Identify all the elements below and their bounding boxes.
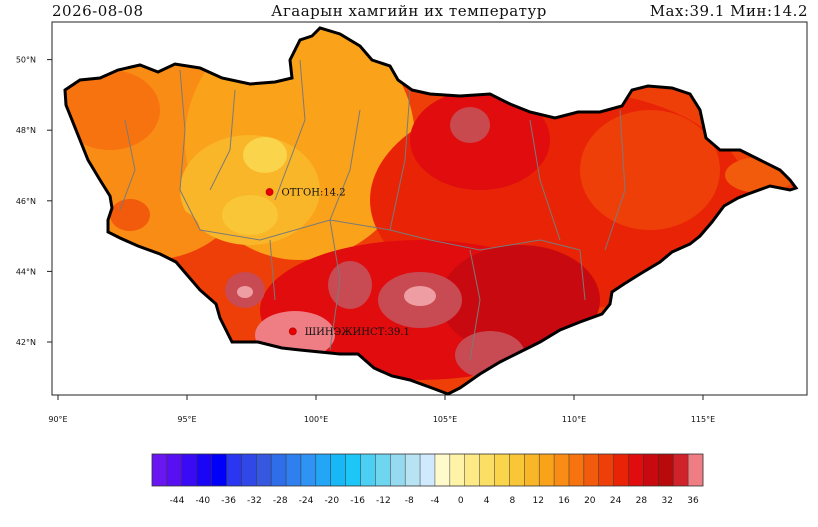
colorbar-swatch (211, 454, 227, 486)
colorbar-label: 36 (687, 496, 699, 506)
colorbar-swatch (196, 454, 212, 486)
colorbar-swatch (345, 454, 361, 486)
colorbar-label: 4 (484, 496, 490, 506)
lon-tick-label: 105°E (433, 415, 457, 424)
colorbar-swatch (598, 454, 614, 486)
colorbar: -44 -40 -36 -32 -28 -24 -20 -16 -12 -8 -4 0 4 8 12 16 20… (151, 453, 704, 506)
map-date: 2026-08-08 (52, 2, 144, 20)
lat-tick-label: 44°N (16, 267, 36, 276)
lat-tick-label: 48°N (16, 126, 36, 135)
colorbar-swatch (568, 454, 585, 486)
colorbar-swatch (390, 454, 406, 486)
longitude-axis: 90°E 95°E 100°E 105°E 110°E 115°E (48, 395, 715, 424)
colorbar-label: -20 (324, 496, 339, 506)
lon-tick-label: 95°E (177, 415, 196, 424)
colorbar-swatch (420, 454, 436, 486)
lon-tick-label: 115°E (691, 415, 715, 424)
colorbar-label: 16 (558, 496, 570, 506)
colorbar-swatch (166, 454, 183, 486)
colorbar-label: -12 (376, 496, 391, 506)
colorbar-swatch (673, 454, 689, 486)
colorbar-label: -44 (170, 496, 185, 506)
map-title: Агаарын хамгийн их температур (271, 2, 547, 20)
colorbar-swatch (449, 454, 466, 486)
colorbar-swatch (658, 454, 674, 486)
station-markers: ОТГОН:14.2 ШИНЭЖИНСТ:39.1 (265, 187, 410, 338)
colorbar-label: 32 (661, 496, 672, 506)
colorbar-swatch (688, 454, 704, 486)
colorbar-swatch (256, 454, 272, 486)
lat-tick-label: 50°N (16, 56, 36, 65)
colorbar-label: 0 (458, 496, 464, 506)
colorbar-swatch (509, 454, 525, 486)
lon-tick-label: 90°E (48, 415, 67, 424)
colorbar-swatch (434, 454, 451, 486)
colorbar-swatch (405, 454, 421, 486)
colorbar-label: 12 (532, 496, 543, 506)
colorbar-swatch (628, 454, 644, 486)
colorbar-label: -16 (350, 496, 365, 506)
colorbar-label: -28 (273, 496, 288, 506)
colorbar-swatch (613, 454, 629, 486)
colorbar-swatch (300, 454, 317, 486)
station-label: ОТГОН:14.2 (282, 187, 346, 198)
colorbar-swatch (494, 454, 510, 486)
colorbar-swatch (330, 454, 346, 486)
colorbar-swatch (152, 454, 168, 486)
colorbar-swatch (360, 454, 376, 486)
colorbar-swatch (271, 454, 287, 486)
colorbar-label: -32 (247, 496, 262, 506)
colorbar-swatch (315, 454, 332, 486)
lon-tick-label: 100°E (304, 415, 328, 424)
colorbar-swatch (583, 454, 600, 486)
latitude-axis: 42°N 44°N 46°N 48°N 50°N (16, 56, 52, 347)
lat-tick-label: 46°N (16, 197, 36, 206)
colorbar-label: 28 (636, 496, 648, 506)
colorbar-swatch (375, 454, 391, 486)
colorbar-swatch (539, 454, 555, 486)
colorbar-swatch (181, 454, 197, 486)
colorbar-swatch (226, 454, 242, 486)
colorbar-outline (151, 453, 704, 487)
colorbar-label: -40 (195, 496, 210, 506)
colorbar-swatch (479, 454, 495, 486)
station-marker (265, 188, 274, 196)
colorbar-label: 24 (610, 496, 622, 506)
colorbar-swatch (241, 454, 257, 486)
colorbar-swatch (286, 454, 302, 486)
max-min-summary: Max:39.1 Мин:14.2 (649, 2, 808, 20)
station-marker (288, 327, 297, 336)
station-label: ШИНЭЖИНСТ:39.1 (305, 327, 410, 338)
colorbar-label: -8 (405, 496, 414, 506)
colorbar-label: -4 (431, 496, 440, 506)
colorbar-label: 8 (510, 496, 516, 506)
colorbar-swatch (643, 454, 659, 486)
colorbar-label: -24 (299, 496, 314, 506)
lon-tick-label: 110°E (562, 415, 586, 424)
colorbar-label: 20 (584, 496, 596, 506)
colorbar-label: -36 (221, 496, 236, 506)
colorbar-swatch (554, 454, 570, 486)
colorbar-swatch (464, 454, 480, 486)
colorbar-swatch (524, 454, 540, 486)
lat-tick-label: 42°N (16, 338, 36, 347)
